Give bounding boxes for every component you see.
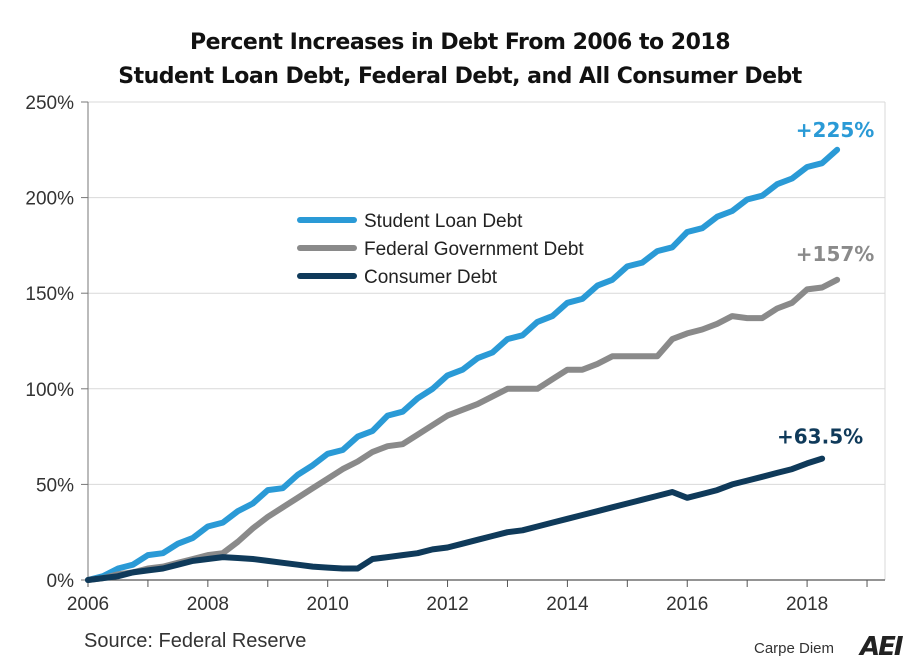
y-tick-label: 50% xyxy=(36,475,74,496)
y-tick-label: 200% xyxy=(25,189,74,210)
x-tick-label: 2006 xyxy=(67,594,109,615)
x-tick-label: 2016 xyxy=(666,594,708,615)
x-tick-label: 2014 xyxy=(546,594,589,615)
x-tick-label: 2018 xyxy=(786,594,828,615)
x-tick-label: 2008 xyxy=(187,594,229,615)
grid-layer xyxy=(88,101,886,580)
y-tick-label: 150% xyxy=(25,284,74,305)
series-line-federal-government-debt xyxy=(85,276,841,583)
y-tick-label: 100% xyxy=(25,380,74,401)
legend-label: Student Loan Debt xyxy=(364,211,523,232)
legend-label: Consumer Debt xyxy=(364,267,498,288)
series-layer xyxy=(85,146,841,583)
end-labels: +225% +157% +63.5% xyxy=(777,118,874,449)
end-label: +63.5% xyxy=(777,425,863,449)
chart-title: Percent Increases in Debt From 2006 to 2… xyxy=(189,30,731,55)
chart-title-block: Percent Increases in Debt From 2006 to 2… xyxy=(80,26,840,94)
series-line-consumer-debt xyxy=(85,455,826,583)
x-tick-label: 2010 xyxy=(307,594,349,615)
y-tick-label: 250% xyxy=(25,93,74,114)
end-label: +157% xyxy=(796,242,875,266)
chart-subtitle: Student Loan Debt, Federal Debt, and All… xyxy=(118,64,802,89)
axis-layer: 0% 50% 100% 150% 200% 250% 2006 2008 2010 2012 201… xyxy=(25,93,885,615)
legend-label: Federal Government Debt xyxy=(364,239,584,260)
legend: Student Loan Debt Federal Government Debt… xyxy=(297,211,584,288)
end-label: +225% xyxy=(796,118,875,142)
series-line-student-loan-debt xyxy=(85,146,841,583)
aei-logo: AEI xyxy=(860,632,904,662)
y-tick-label: 0% xyxy=(47,571,75,592)
brand-name: Carpe Diem xyxy=(754,640,835,657)
source-note: Source: Federal Reserve xyxy=(84,630,307,652)
x-tick-label: 2012 xyxy=(426,594,468,615)
